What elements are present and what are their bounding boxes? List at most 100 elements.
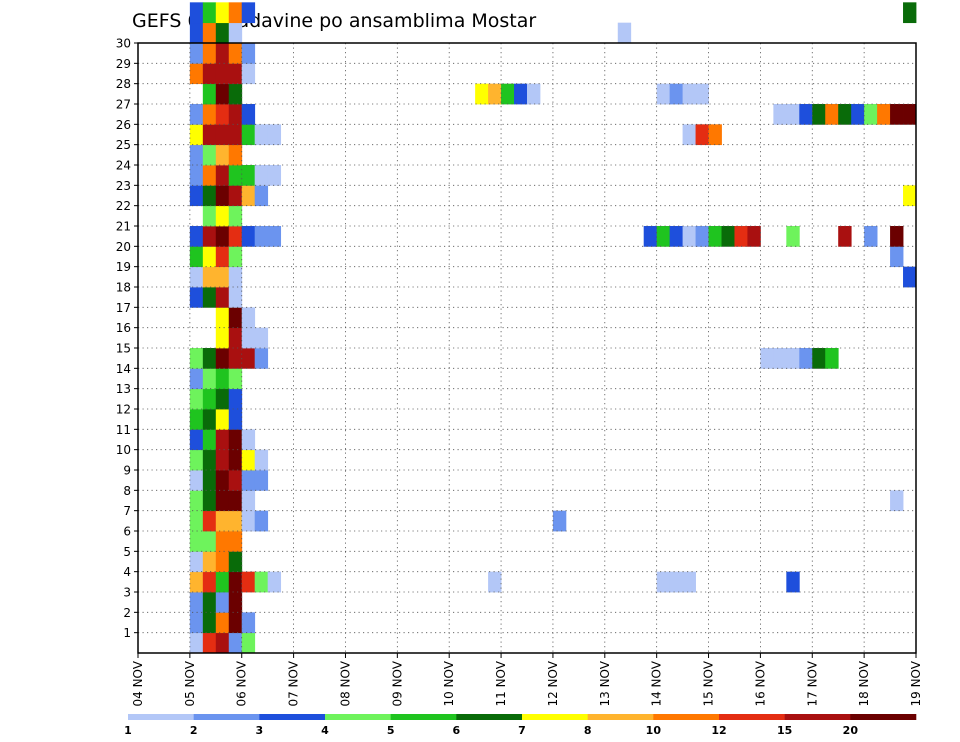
heatmap-cell (215, 307, 230, 329)
heatmap-cell (643, 226, 658, 247)
heatmap-cell (202, 266, 217, 288)
heatmap-cell (228, 632, 243, 654)
heatmap-cell (228, 2, 243, 24)
heatmap-cell (864, 104, 878, 125)
heatmap-cell (903, 104, 917, 125)
axis-ticks (134, 42, 917, 658)
heatmap-cell (215, 592, 230, 613)
heatmap-cell (241, 104, 256, 125)
heatmap-cell (254, 348, 269, 369)
heatmap-cell (228, 531, 243, 552)
heatmap-cell (228, 449, 243, 471)
heatmap-cell (682, 226, 696, 247)
heatmap-cell (215, 348, 230, 369)
heatmap-cell (189, 43, 204, 64)
y-tick-label: 16 (116, 321, 131, 335)
heatmap-cell (202, 348, 217, 369)
y-tick-label: 28 (116, 77, 131, 91)
heatmap-cell (215, 22, 230, 44)
heatmap-cell (215, 83, 230, 105)
heatmap-cell (189, 510, 204, 532)
heatmap-cell (773, 104, 787, 125)
colorbar-label: 2 (190, 724, 198, 737)
heatmap-cell (202, 571, 217, 593)
heatmap-cell (202, 409, 217, 430)
heatmap-cell (215, 124, 230, 146)
y-tick-label: 22 (116, 199, 131, 213)
heatmap-cell (228, 429, 243, 451)
colorbar-label: 12 (711, 724, 726, 737)
heatmap-cell (189, 2, 204, 24)
heatmap-cell (228, 388, 243, 410)
colorbar-label: 1 (124, 724, 132, 737)
heatmap-cell (202, 612, 217, 634)
heatmap-cell (215, 612, 230, 634)
heatmap-cell (241, 571, 256, 593)
heatmap-cell (254, 327, 269, 349)
heatmap-cell (254, 510, 269, 532)
heatmap-cell (202, 63, 217, 85)
x-tick-label: 08 NOV (338, 660, 352, 706)
heatmap-cell (202, 246, 217, 268)
colorbar-label: 7 (518, 724, 526, 737)
heatmap-cell (241, 490, 256, 512)
x-tick-label: 05 NOV (183, 660, 197, 706)
heatmap-cell (228, 185, 243, 207)
colorbar-segment (653, 714, 720, 720)
heatmap-cell (215, 551, 230, 573)
heatmap-cell (202, 22, 217, 44)
x-tick-label: 15 NOV (702, 660, 716, 706)
heatmap-cell (617, 22, 632, 44)
heatmap-cell (228, 348, 243, 369)
heatmap-cell (734, 226, 748, 247)
heatmap-cell (189, 226, 204, 247)
heatmap-cell (215, 510, 230, 532)
heatmap-cell (202, 43, 217, 64)
heatmap-cell (890, 246, 904, 268)
heatmap-cell (241, 632, 256, 654)
heatmap-cell (228, 551, 243, 573)
y-tick-label: 20 (116, 240, 131, 254)
heatmap-cell (189, 592, 204, 613)
heatmap-cell (228, 592, 243, 613)
x-tick-label: 10 NOV (442, 660, 456, 706)
heatmap-cell (215, 287, 230, 308)
x-tick-label: 19 NOV (909, 660, 923, 706)
heatmap-cell (254, 185, 269, 207)
heatmap-cell (890, 490, 904, 512)
heatmap-cell (228, 22, 243, 44)
heatmap-cell (254, 470, 269, 491)
heatmap-cell (228, 83, 243, 105)
colorbar-label: 5 (387, 724, 395, 737)
heatmap-cell (228, 510, 243, 532)
heatmap-cell (202, 226, 217, 247)
y-tick-label: 14 (116, 362, 131, 376)
x-tick-label: 13 NOV (598, 660, 612, 706)
heatmap-cell (786, 348, 800, 369)
y-tick-label: 8 (123, 484, 131, 498)
heatmap-cell (228, 165, 243, 186)
x-tick-label: 14 NOV (650, 660, 664, 706)
heatmap-cells (189, 2, 917, 654)
heatmap-cell (254, 571, 269, 593)
heatmap-cell (228, 368, 243, 390)
heatmap-cell (202, 632, 217, 654)
y-tick-label: 12 (116, 403, 131, 417)
heatmap-cell (202, 429, 217, 451)
heatmap-cell (488, 83, 502, 105)
heatmap-cell (786, 226, 800, 247)
colorbar-label: 3 (256, 724, 264, 737)
heatmap-cell (682, 83, 696, 105)
y-tick-label: 17 (116, 301, 131, 315)
heatmap-cell (189, 246, 204, 268)
colorbar-segment (325, 714, 391, 720)
y-tick-label: 21 (116, 220, 131, 234)
heatmap-cell (202, 287, 217, 308)
heatmap-cell (228, 63, 243, 85)
heatmap-cell (812, 104, 826, 125)
heatmap-cell (228, 470, 243, 491)
heatmap-cell (682, 571, 696, 593)
heatmap-cell (215, 490, 230, 512)
heatmap-cell (215, 2, 230, 24)
heatmap-cell (488, 571, 502, 593)
